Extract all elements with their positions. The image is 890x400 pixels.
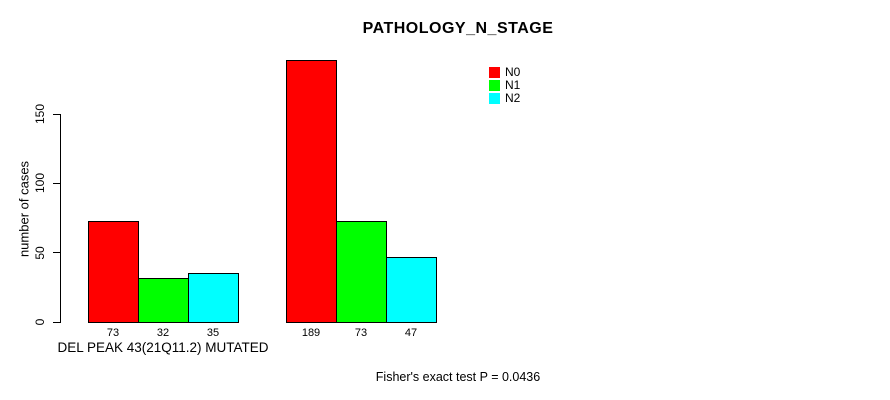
bar-value-label: 189 [301,327,321,339]
y-tick-label: 100 [33,173,47,194]
legend-label: N1 [505,78,521,92]
legend: N0 N1 N2 [489,66,520,105]
bar-N1-group1 [138,277,189,323]
legend-swatch-N1 [489,80,500,91]
legend-row-N1: N1 [489,79,520,92]
legend-swatch-N2 [489,93,500,104]
x-category-label: DEL PEAK 43(21Q11.2) MUTATED [57,340,269,355]
y-tick-mark [53,321,61,323]
bar-N0-group1 [88,220,139,323]
bar-value-label: 32 [156,327,170,339]
y-tick-label: 0 [33,318,47,326]
y-axis-label: number of cases [16,160,32,258]
bar-N2-group2 [386,256,437,323]
y-tick-mark [53,182,61,184]
bar-value-label: 47 [404,327,418,339]
legend-label: N0 [505,65,521,79]
chart-title: PATHOLOGY_N_STAGE [362,20,554,37]
y-tick-mark [53,113,61,115]
bar-N0-group2 [286,59,337,323]
y-tick-label: 150 [33,103,47,125]
y-axis-line [60,114,61,323]
legend-row-N0: N0 [489,66,520,79]
y-tick-label: 50 [33,245,47,260]
bar-value-label: 35 [206,327,220,339]
bar-value-label: 73 [106,327,120,339]
bar-N2-group1 [188,273,239,323]
legend-label: N2 [505,91,521,105]
stat-annotation: Fisher's exact test P = 0.0436 [375,370,541,384]
legend-row-N2: N2 [489,92,520,105]
y-tick-mark [53,252,61,254]
bar-value-label: 73 [354,327,368,339]
bar-N1-group2 [336,220,387,323]
legend-swatch-N0 [489,67,500,78]
